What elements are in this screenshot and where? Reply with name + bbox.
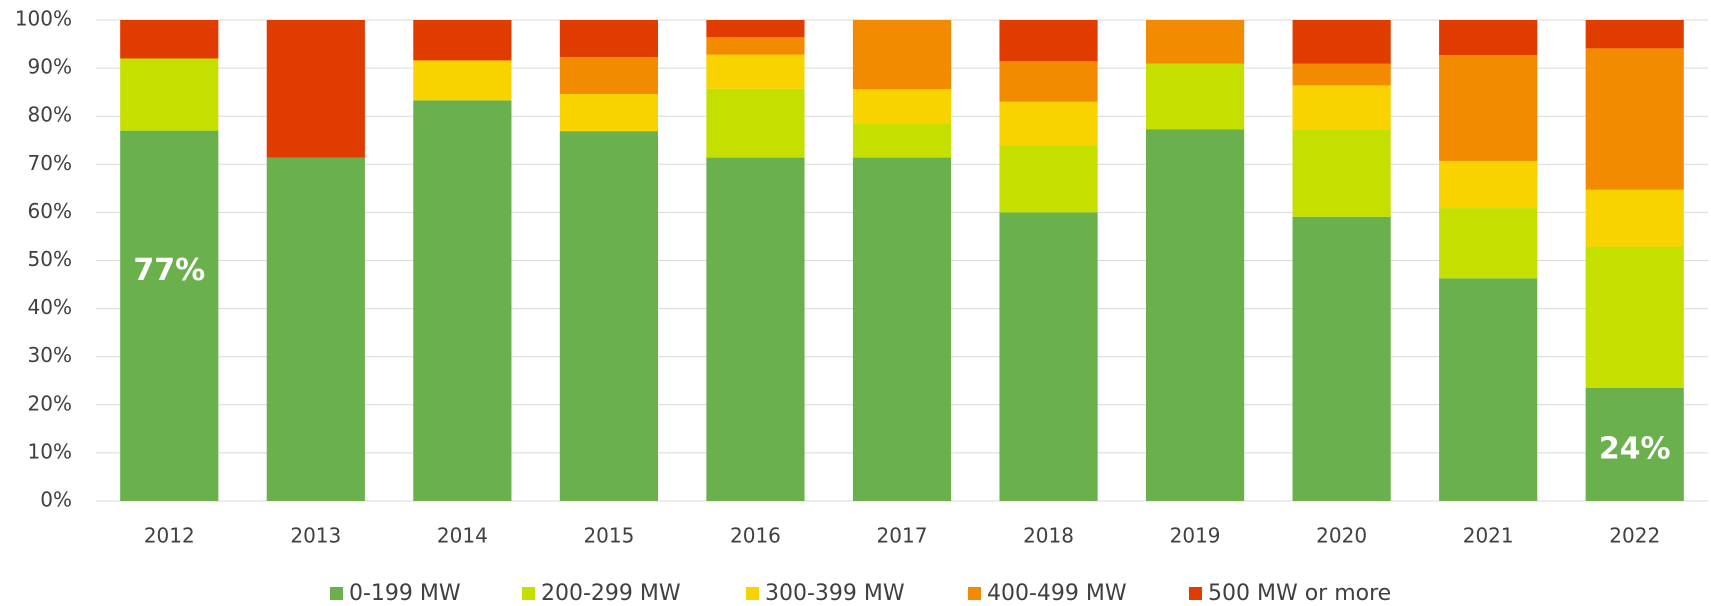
legend-swatch [968, 587, 981, 600]
bar-segment [852, 157, 952, 502]
x-tick-label: 2022 [1609, 524, 1660, 548]
bar-segment [413, 100, 512, 502]
x-tick-label: 2020 [1316, 524, 1367, 548]
legend-label: 200-299 MW [541, 581, 681, 606]
bar-segment [1145, 63, 1245, 130]
bar-segment [852, 123, 952, 158]
bar-segment [1439, 20, 1538, 56]
y-tick-label: 90% [28, 55, 72, 79]
bar-segment [120, 130, 219, 501]
bar-segment [706, 88, 805, 158]
x-tick-label: 2017 [877, 524, 928, 548]
bar-segment [1292, 216, 1391, 501]
legend-label: 500 MW or more [1208, 581, 1391, 606]
x-tick-label: 2019 [1170, 524, 1221, 548]
bar-segment [999, 212, 1098, 501]
x-tick-label: 2013 [290, 524, 341, 548]
y-tick-label: 30% [28, 343, 72, 367]
bar-segment [413, 60, 512, 101]
legend-label: 400-499 MW [987, 581, 1127, 606]
bar-segment [1292, 20, 1391, 64]
bar-segment [1585, 246, 1684, 388]
y-tick-label: 100% [15, 7, 72, 31]
bar-segment [120, 20, 219, 59]
bar-segment [559, 57, 659, 95]
x-tick-label: 2015 [583, 524, 634, 548]
y-tick-label: 10% [28, 439, 72, 463]
bar-segment [413, 20, 512, 61]
bar-segment [1292, 63, 1391, 86]
y-tick-label: 50% [28, 247, 72, 271]
legend-swatch [522, 587, 535, 600]
bar-segment [120, 58, 219, 131]
bar-segment [1439, 208, 1538, 279]
bar-segment [999, 145, 1098, 213]
legend-swatch [330, 587, 343, 600]
bar-segment [999, 101, 1098, 146]
bar-segment [1585, 387, 1684, 501]
data-label: 24% [1599, 432, 1671, 467]
bar-segment [706, 157, 805, 502]
bar-segment [1145, 20, 1245, 64]
data-label: 77% [133, 253, 205, 288]
y-tick-label: 70% [28, 151, 72, 175]
legend-label: 0-199 MW [349, 581, 461, 606]
bar-segment [1585, 48, 1684, 190]
bar-segment [1145, 129, 1245, 501]
bar-segment [559, 131, 659, 501]
y-tick-label: 0% [40, 488, 72, 512]
x-tick-label: 2021 [1463, 524, 1514, 548]
bar-segment [999, 20, 1098, 62]
bar-segment [999, 61, 1098, 102]
bar-segment [559, 94, 659, 132]
bar-segment [1292, 85, 1391, 130]
x-tick-label: 2016 [730, 524, 781, 548]
bar-segment [1439, 55, 1538, 161]
bar-segment [266, 20, 365, 158]
y-tick-label: 40% [28, 295, 72, 319]
x-tick-label: 2018 [1023, 524, 1074, 548]
x-tick-label: 2012 [144, 524, 195, 548]
bar-segment [1292, 129, 1391, 217]
bar-segment [852, 89, 952, 124]
bar-segment [266, 157, 365, 502]
bar-segment [852, 20, 952, 90]
y-tick-label: 60% [28, 199, 72, 223]
legend-swatch [746, 587, 759, 600]
bar-segment [1585, 189, 1684, 247]
legend-swatch [1189, 587, 1202, 600]
legend-label: 300-399 MW [765, 581, 905, 606]
bar-segment [559, 20, 659, 58]
y-tick-label: 20% [28, 391, 72, 415]
bar-segment [1439, 160, 1538, 209]
y-tick-label: 80% [28, 103, 72, 127]
bar-segment [1585, 20, 1684, 49]
bar-segment [706, 37, 805, 55]
bar-segment [706, 20, 805, 38]
bar-segment [706, 54, 805, 89]
bar-segment [1439, 278, 1538, 501]
x-tick-label: 2014 [437, 524, 488, 548]
